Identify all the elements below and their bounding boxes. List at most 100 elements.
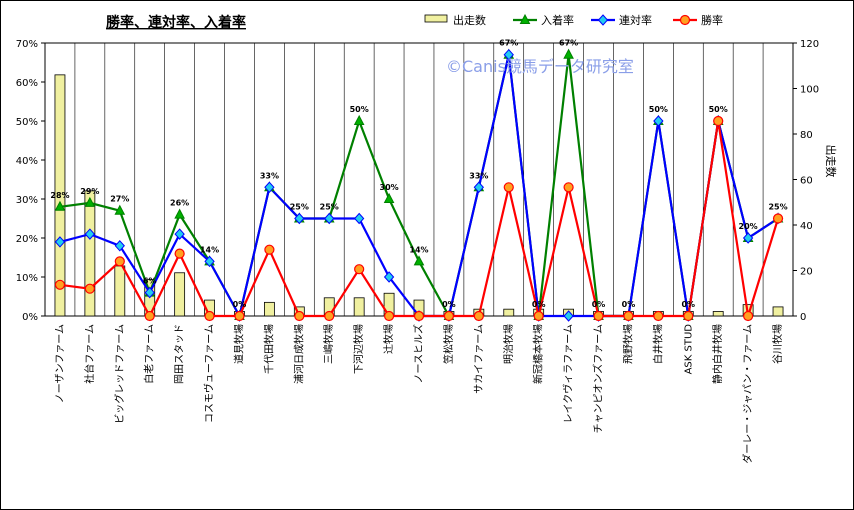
data-label: 20%: [739, 222, 758, 231]
y-right-tick-label: 100: [800, 85, 819, 96]
category-label: 飛野牧場: [621, 324, 634, 364]
point-勝率: [114, 256, 125, 267]
y-left-tick-label: 40%: [16, 156, 38, 167]
point-連対率: [383, 271, 395, 283]
point-勝率: [473, 310, 484, 322]
point-連対率: [353, 212, 365, 225]
y-axis-right-title: 出走数: [824, 145, 838, 178]
point-連対率: [144, 286, 155, 299]
point-勝率: [294, 310, 305, 322]
point-連対率: [204, 255, 215, 268]
category-label: 白老ファーム: [143, 324, 156, 384]
legend-label: 連対率: [619, 13, 652, 27]
data-label: 26%: [170, 199, 189, 208]
legend: 出走数 入着率 連対率 勝率: [424, 13, 723, 27]
point-入着率: [54, 200, 66, 211]
y-left-tick-label: 0%: [22, 312, 38, 323]
point-勝率: [593, 310, 604, 322]
bar-starts: [503, 308, 515, 317]
watermark: ©Canis競馬データ研究室: [446, 57, 634, 76]
y-left-tick-label: 60%: [16, 78, 38, 89]
y-right-tick-label: 40: [800, 221, 813, 232]
data-label: 27%: [110, 195, 129, 204]
point-連対率: [54, 236, 66, 248]
point-入着率: [383, 192, 395, 203]
data-label: 50%: [350, 105, 369, 114]
point-勝率: [653, 310, 664, 322]
legend-marker: [597, 14, 609, 26]
point-入着率: [114, 204, 126, 215]
category-label: 辻牧場: [382, 324, 395, 354]
point-連対率: [294, 212, 305, 225]
point-入着率: [84, 196, 96, 207]
point-勝率: [772, 213, 784, 224]
point-勝率: [324, 310, 335, 322]
point-勝率: [533, 310, 544, 322]
y-left-tick-label: 30%: [16, 195, 38, 206]
point-勝率: [503, 182, 514, 193]
category-label: コスモヴューファーム: [203, 324, 216, 423]
bar-starts: [772, 306, 784, 317]
point-連対率: [473, 181, 485, 194]
category-label: 明治牧場: [502, 324, 515, 364]
point-連対率: [264, 181, 275, 194]
y-right-tick-label: 120: [800, 39, 819, 50]
point-勝率: [234, 310, 245, 322]
point-勝率: [144, 310, 155, 322]
bar-starts: [114, 265, 126, 317]
y-left-tick-label: 20%: [16, 234, 38, 245]
point-連対率: [114, 240, 125, 252]
legend-label: 入着率: [541, 13, 574, 27]
data-label: 14%: [409, 245, 428, 254]
category-label: ビッグレッドファーム: [113, 324, 126, 424]
data-label: 33%: [469, 171, 488, 180]
category-label: 谷川牧場: [771, 324, 784, 364]
category-label: 新冠橋本牧場: [532, 324, 545, 384]
y-left-tick-label: 70%: [16, 39, 38, 50]
data-label: 25%: [320, 203, 339, 212]
point-連対率: [503, 48, 514, 61]
data-label: 30%: [380, 183, 399, 192]
category-label: サカイファーム: [473, 324, 485, 394]
data-label: 0%: [442, 300, 456, 309]
data-label: 50%: [709, 105, 728, 114]
point-勝率: [413, 310, 425, 322]
plot-area: 0% 10% 20% 30% 40% 50% 60% 70% 0 20 40 60 80 100 120 28…: [16, 39, 819, 464]
point-入着率: [563, 48, 574, 59]
point-勝率: [174, 248, 185, 259]
category-label: 静内白井牧場: [711, 324, 724, 384]
point-勝率: [713, 115, 724, 127]
point-勝率: [354, 264, 365, 275]
y-right-tick-label: 60: [800, 176, 813, 187]
point-勝率: [54, 279, 66, 290]
category-label: ノーザンファーム: [54, 324, 66, 403]
bar-starts: [84, 190, 96, 317]
legend-label: 出走数: [453, 13, 486, 27]
category-label: チャンピオンズファーム: [592, 324, 605, 433]
data-label: 0%: [622, 300, 636, 309]
data-label: 0%: [233, 300, 247, 309]
bar-starts: [174, 272, 186, 317]
data-label: 67%: [499, 39, 518, 48]
legend-marker: [679, 14, 691, 26]
point-勝率: [443, 310, 455, 322]
data-label: 25%: [768, 203, 787, 212]
data-label: 14%: [200, 245, 219, 254]
y-right-tick-label: 0: [800, 312, 806, 323]
data-label: 50%: [649, 105, 668, 114]
data-label: 0%: [592, 300, 606, 309]
point-連対率: [174, 228, 185, 240]
y-right-tick-label: 20: [800, 267, 813, 278]
point-連対率: [84, 228, 96, 240]
data-label: 6%: [143, 277, 157, 286]
bar-starts: [54, 74, 66, 317]
category-label: 千代田牧場: [262, 324, 275, 374]
point-勝率: [84, 283, 95, 294]
category-label: 下河辺牧場: [352, 324, 365, 374]
data-label: 0%: [681, 300, 695, 309]
point-勝率: [743, 310, 754, 322]
bar-starts: [353, 297, 365, 317]
point-連対率: [563, 310, 574, 322]
